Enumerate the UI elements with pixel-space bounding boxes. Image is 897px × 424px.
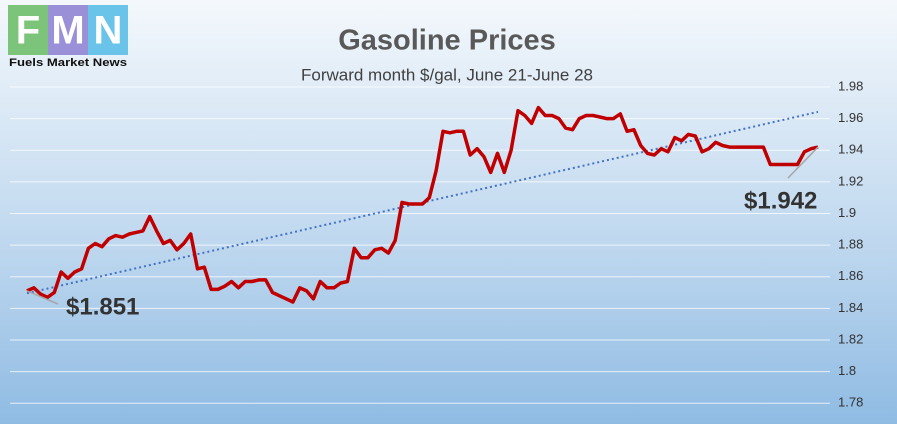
leader-line bbox=[787, 146, 819, 179]
y-tick-label: 1.96 bbox=[838, 110, 863, 125]
y-tick-label: 1.98 bbox=[838, 78, 863, 93]
chart-title: Gasoline Prices bbox=[338, 25, 556, 57]
y-tick-label: 1.92 bbox=[838, 173, 863, 188]
annotation: $1.942 bbox=[744, 187, 817, 214]
y-tick-label: 1.8 bbox=[838, 363, 856, 378]
logo-letter: F bbox=[16, 9, 40, 53]
logo-tile bbox=[48, 5, 88, 55]
y-tick-label: 1.9 bbox=[838, 205, 856, 220]
annotation: $1.851 bbox=[66, 293, 139, 320]
y-tick-label: 1.84 bbox=[838, 300, 863, 315]
y-tick-label: 1.78 bbox=[838, 395, 863, 410]
y-tick-label: 1.86 bbox=[838, 268, 863, 283]
leader-line bbox=[26, 290, 59, 305]
logo: F M N Fuels Market News bbox=[8, 5, 128, 69]
logo-letter: N bbox=[94, 9, 123, 53]
y-tick-label: 1.82 bbox=[838, 331, 863, 346]
chart-subtitle: Forward month $/gal, June 21-June 28 bbox=[301, 65, 593, 84]
logo-tagline: Fuels Market News bbox=[9, 57, 127, 69]
logo-tile bbox=[8, 5, 48, 55]
y-tick-label: 1.94 bbox=[838, 142, 863, 157]
logo-tile bbox=[88, 5, 128, 55]
logo-letter: M bbox=[51, 9, 84, 53]
y-tick-label: 1.88 bbox=[838, 237, 863, 252]
line-series bbox=[26, 105, 819, 304]
